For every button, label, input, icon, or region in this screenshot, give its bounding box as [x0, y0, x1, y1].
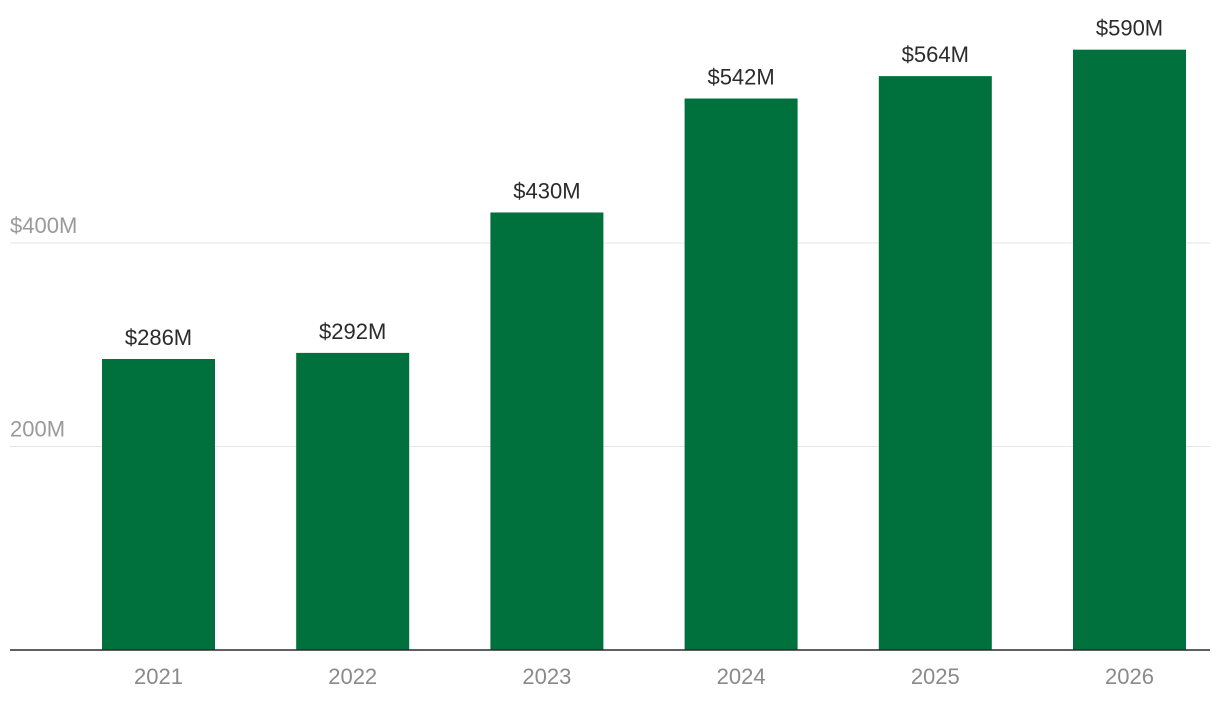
x-tick-label-2025: 2025: [911, 664, 960, 689]
y-tick-label: 200M: [10, 417, 65, 442]
data-label-2022: $292M: [319, 319, 386, 344]
x-tick-label-2023: 2023: [522, 664, 571, 689]
x-tick-label-2022: 2022: [328, 664, 377, 689]
bar-2021: [102, 358, 215, 650]
bar-2023: [490, 212, 604, 650]
data-label-2023: $430M: [513, 178, 580, 203]
bars: [102, 49, 1186, 651]
data-label-2024: $542M: [707, 65, 774, 90]
data-labels: $286M $292M $430M $542M $564M $590M: [125, 16, 1163, 350]
data-label-2026: $590M: [1096, 16, 1163, 41]
x-tick-label-2026: 2026: [1105, 664, 1154, 689]
bar-2026: [1073, 49, 1186, 651]
y-tick-label: $400M: [10, 213, 77, 238]
bar-2022: [296, 352, 410, 650]
bar-2025: [878, 76, 992, 650]
x-axis-ticks: 2021 2022 2023 2024 2025 2026: [134, 664, 1154, 689]
bar-2024: [684, 98, 798, 650]
y-axis-ticks: 200M $400M: [10, 213, 77, 442]
data-label-2025: $564M: [902, 42, 969, 67]
x-tick-label-2021: 2021: [134, 664, 183, 689]
x-tick-label-2024: 2024: [717, 664, 766, 689]
data-label-2021: $286M: [125, 325, 192, 350]
